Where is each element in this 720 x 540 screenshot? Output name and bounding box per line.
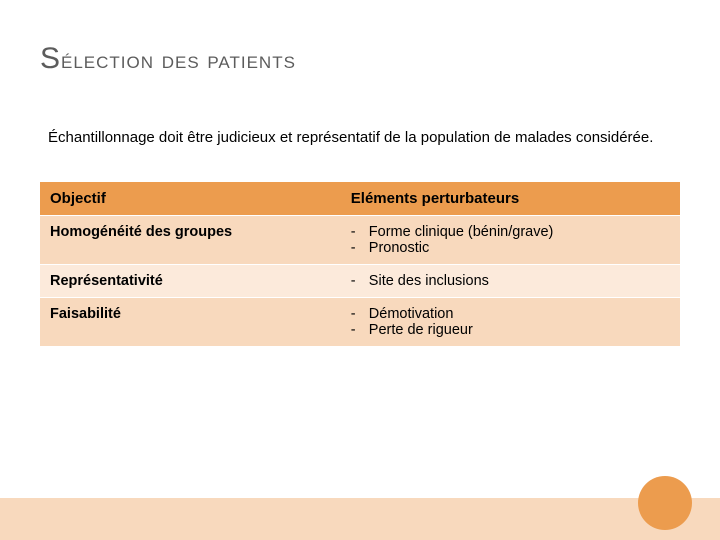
- slide-title: Sélection des patients: [40, 42, 680, 76]
- table-body: Homogénéité des groupes-Forme clinique (…: [40, 216, 680, 347]
- table-header-objectif: Objectif: [40, 182, 341, 216]
- slide: Sélection des patients Échantillonnage d…: [0, 0, 720, 540]
- table-row: Homogénéité des groupes-Forme clinique (…: [40, 216, 680, 265]
- bullet-text: Pronostic: [369, 240, 429, 256]
- table-cell-objectif: Représentativité: [40, 265, 341, 298]
- table-header-row: Objectif Eléments perturbateurs: [40, 182, 680, 216]
- table-cell-objectif: Homogénéité des groupes: [40, 216, 341, 265]
- intro-text: Échantillonnage doit être judicieux et r…: [48, 128, 672, 148]
- table-cell-elements: -Démotivation-Perte de rigueur: [341, 298, 680, 347]
- bullet-dash: -: [351, 224, 369, 240]
- bullet-dash: -: [351, 273, 369, 289]
- bullet-text: Démotivation: [369, 306, 454, 322]
- table-header-elements: Eléments perturbateurs: [341, 182, 680, 216]
- criteria-table: Objectif Eléments perturbateurs Homogéné…: [40, 182, 680, 347]
- bullet-text: Perte de rigueur: [369, 322, 473, 338]
- table-row: Faisabilité-Démotivation-Perte de rigueu…: [40, 298, 680, 347]
- footer-circle: [638, 476, 692, 530]
- table-cell-elements: -Site des inclusions: [341, 265, 680, 298]
- title-rest: élection des patients: [61, 47, 296, 74]
- bullet-text: Site des inclusions: [369, 273, 489, 289]
- title-firstchar: S: [40, 42, 61, 75]
- bullet-dash: -: [351, 240, 369, 256]
- bullet-dash: -: [351, 306, 369, 322]
- bullet-dash: -: [351, 322, 369, 338]
- table-row: Représentativité-Site des inclusions: [40, 265, 680, 298]
- footer-bar: [0, 498, 720, 540]
- table-cell-elements: -Forme clinique (bénin/grave)-Pronostic: [341, 216, 680, 265]
- table-cell-objectif: Faisabilité: [40, 298, 341, 347]
- bullet-text: Forme clinique (bénin/grave): [369, 224, 554, 240]
